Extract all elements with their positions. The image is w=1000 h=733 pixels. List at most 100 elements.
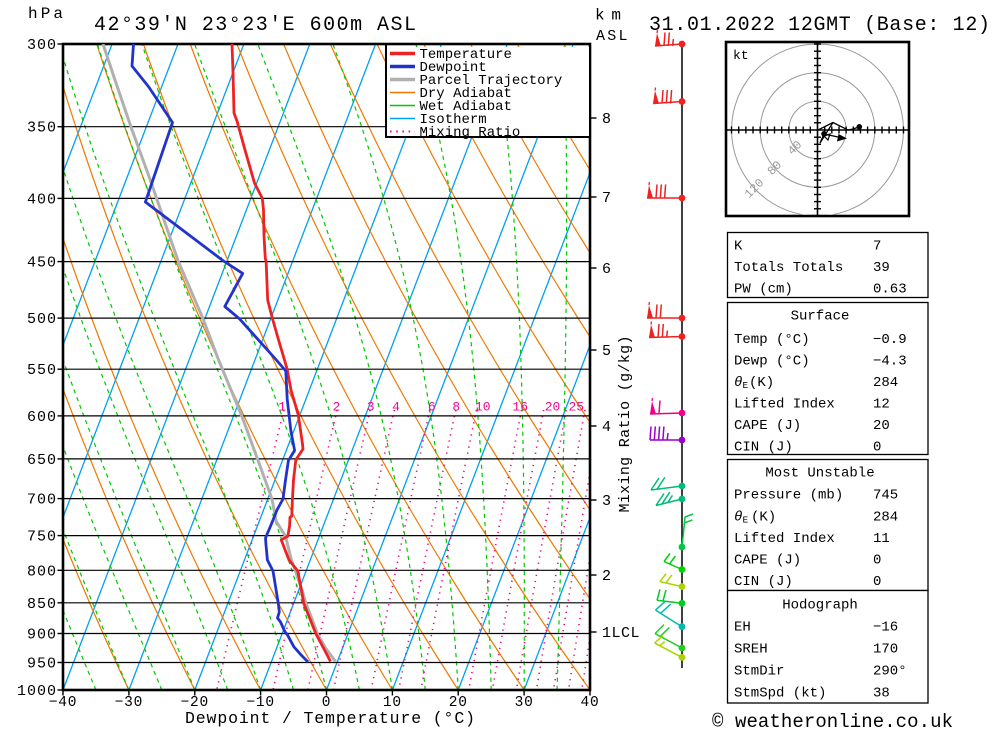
svg-text:20: 20: [545, 400, 561, 415]
svg-text:−30: −30: [115, 695, 144, 711]
svg-text:38: 38: [873, 686, 890, 702]
svg-text:Lifted Index: Lifted Index: [734, 531, 835, 547]
svg-text:ASL: ASL: [596, 28, 628, 45]
svg-text:42°39'N 23°23'E 600m ASL: 42°39'N 23°23'E 600m ASL: [94, 14, 416, 37]
svg-text:500: 500: [27, 311, 57, 328]
svg-text:Mixing Ratio (g/kg): Mixing Ratio (g/kg): [617, 336, 634, 513]
svg-text:745: 745: [873, 488, 898, 504]
svg-text:−16: −16: [873, 620, 898, 636]
svg-text:31.01.2022 12GMT (Base: 12): 31.01.2022 12GMT (Base: 12): [649, 14, 990, 37]
svg-text:Pressure (mb): Pressure (mb): [734, 488, 843, 504]
svg-text:4: 4: [602, 419, 612, 436]
svg-text:0: 0: [322, 695, 332, 711]
svg-text:290°: 290°: [873, 664, 907, 680]
svg-text:CIN (J): CIN (J): [734, 574, 793, 590]
svg-text:−20: −20: [181, 695, 210, 711]
svg-text:EH: EH: [734, 620, 751, 636]
svg-text:39: 39: [873, 260, 890, 276]
svg-text:8: 8: [452, 400, 460, 415]
svg-text:450: 450: [27, 255, 57, 272]
svg-text:km: km: [595, 7, 621, 25]
svg-text:CIN (J): CIN (J): [734, 440, 793, 456]
svg-text:850: 850: [27, 596, 57, 613]
svg-text:Parcel Trajectory: Parcel Trajectory: [420, 73, 563, 89]
svg-text:0: 0: [873, 574, 881, 590]
svg-text:1000: 1000: [17, 683, 57, 700]
svg-text:Dewpoint: Dewpoint: [420, 60, 487, 76]
svg-text:θ: θ: [734, 375, 742, 391]
svg-text:kt: kt: [733, 48, 749, 63]
svg-text:10: 10: [475, 400, 491, 415]
svg-text:SREH: SREH: [734, 642, 768, 658]
svg-text:StmDir: StmDir: [734, 664, 784, 680]
svg-text:3: 3: [367, 400, 375, 415]
svg-text:170: 170: [873, 642, 898, 658]
svg-text:11: 11: [873, 531, 890, 547]
svg-text:Hodograph: Hodograph: [782, 598, 858, 614]
svg-text:400: 400: [27, 191, 57, 208]
svg-text:StmSpd (kt): StmSpd (kt): [734, 686, 826, 702]
svg-text:30: 30: [515, 695, 534, 711]
svg-text:Totals Totals: Totals Totals: [734, 260, 843, 276]
svg-text:284: 284: [873, 375, 898, 391]
svg-text:5: 5: [602, 343, 612, 360]
svg-text:700: 700: [27, 492, 57, 509]
svg-text:© weatheronline.co.uk: © weatheronline.co.uk: [712, 711, 953, 733]
svg-text:hPa: hPa: [28, 5, 63, 23]
svg-text:16: 16: [512, 400, 528, 415]
svg-text:950: 950: [27, 656, 57, 673]
svg-text:800: 800: [27, 563, 57, 580]
svg-text:(K): (K): [751, 510, 776, 526]
svg-text:Dewpoint / Temperature (°C): Dewpoint / Temperature (°C): [185, 709, 475, 728]
svg-text:7: 7: [873, 239, 881, 255]
svg-text:10: 10: [383, 695, 402, 711]
svg-text:8: 8: [602, 111, 612, 128]
svg-text:650: 650: [27, 452, 57, 469]
svg-text:CAPE (J): CAPE (J): [734, 418, 801, 434]
svg-text:6: 6: [428, 400, 436, 415]
svg-text:1: 1: [278, 400, 286, 415]
svg-text:−0.9: −0.9: [873, 332, 907, 348]
svg-text:Most Unstable: Most Unstable: [765, 466, 874, 482]
svg-text:CAPE (J): CAPE (J): [734, 553, 801, 569]
svg-text:284: 284: [873, 510, 898, 526]
svg-text:0: 0: [873, 553, 881, 569]
svg-text:20: 20: [873, 418, 890, 434]
svg-text:2: 2: [333, 400, 341, 415]
svg-text:E: E: [743, 380, 749, 391]
svg-text:K: K: [734, 239, 743, 255]
svg-text:−10: −10: [246, 695, 275, 711]
svg-text:750: 750: [27, 529, 57, 546]
svg-text:(K): (K): [749, 375, 774, 391]
svg-text:600: 600: [27, 409, 57, 426]
svg-text:2: 2: [602, 568, 612, 585]
svg-text:−40: −40: [49, 695, 78, 711]
svg-text:Lifted Index: Lifted Index: [734, 397, 835, 413]
svg-text:Mixing Ratio: Mixing Ratio: [420, 125, 521, 141]
svg-text:300: 300: [27, 37, 57, 54]
svg-text:Wet Adiabat: Wet Adiabat: [420, 99, 512, 115]
svg-text:Surface: Surface: [791, 309, 850, 325]
svg-text:4: 4: [392, 400, 400, 415]
svg-text:6: 6: [602, 261, 612, 278]
svg-text:E: E: [743, 515, 749, 526]
svg-text:Dry Adiabat: Dry Adiabat: [420, 86, 512, 102]
svg-text:PW (cm): PW (cm): [734, 282, 793, 298]
svg-text:900: 900: [27, 627, 57, 644]
svg-text:350: 350: [27, 120, 57, 137]
svg-text:Temp (°C): Temp (°C): [734, 332, 810, 348]
svg-text:Temperature: Temperature: [420, 47, 512, 63]
svg-text:−4.3: −4.3: [873, 354, 907, 370]
svg-text:0.63: 0.63: [873, 282, 907, 298]
svg-text:θ: θ: [734, 510, 742, 526]
svg-text:Isotherm: Isotherm: [420, 112, 487, 128]
svg-text:40: 40: [580, 695, 599, 711]
svg-text:25: 25: [568, 400, 584, 415]
svg-text:0: 0: [873, 440, 881, 456]
svg-text:Dewp (°C): Dewp (°C): [734, 354, 810, 370]
svg-text:12: 12: [873, 397, 890, 413]
svg-text:550: 550: [27, 362, 57, 379]
svg-text:3: 3: [602, 493, 612, 510]
svg-text:20: 20: [449, 695, 468, 711]
svg-text:1LCL: 1LCL: [602, 625, 640, 642]
